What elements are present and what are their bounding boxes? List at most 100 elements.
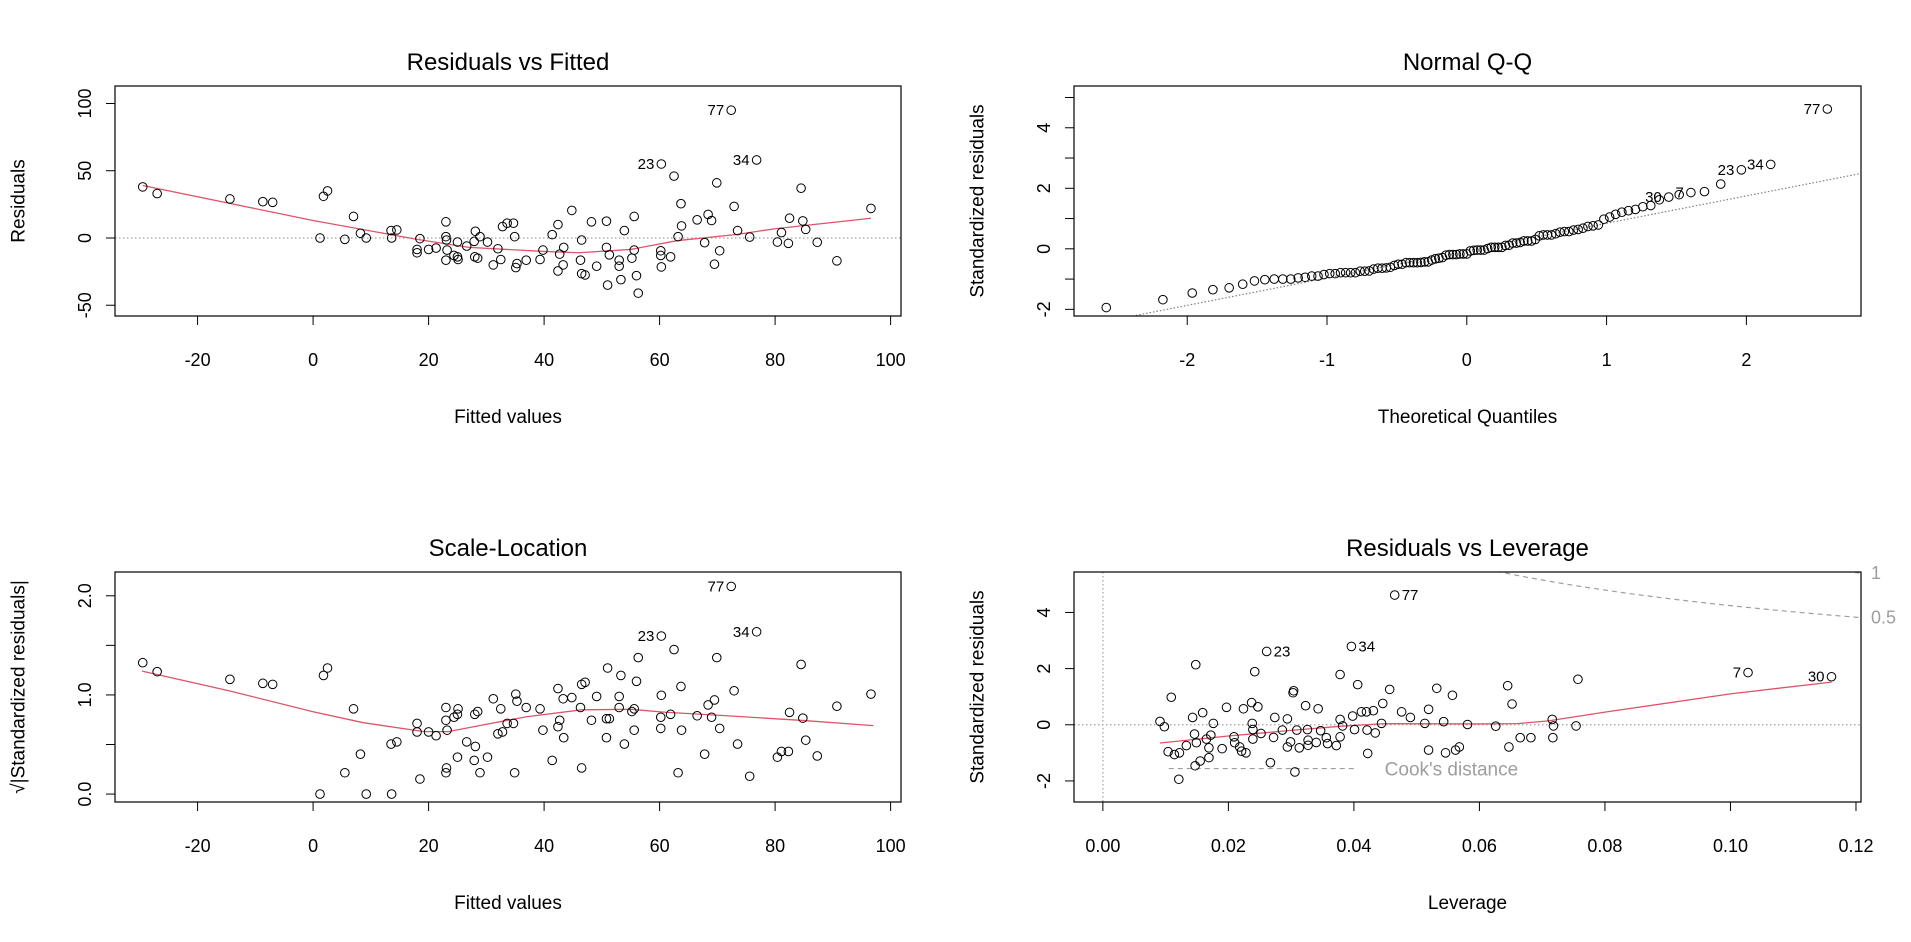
data-point — [1393, 259, 1404, 270]
data-point — [1241, 748, 1251, 758]
data-point — [386, 225, 396, 236]
data-point — [1493, 242, 1504, 253]
point-label: 23 — [1274, 643, 1291, 660]
data-point — [1337, 721, 1348, 731]
data-point — [1447, 690, 1458, 701]
data-point — [441, 767, 451, 778]
data-point — [472, 706, 483, 717]
data-point — [709, 259, 720, 270]
data-point — [502, 718, 512, 729]
data-point — [225, 194, 235, 204]
x-tick-label: 80 — [765, 350, 785, 370]
data-point — [1502, 680, 1513, 691]
data-point — [535, 254, 545, 265]
data-point — [1490, 721, 1501, 731]
data-point — [488, 693, 499, 704]
y-tick-label: 0 — [75, 233, 95, 243]
data-point — [1663, 192, 1674, 202]
data-point — [1736, 165, 1747, 175]
data-point — [1335, 267, 1346, 278]
data-point — [441, 702, 451, 713]
x-tick-label: 0.08 — [1587, 836, 1622, 856]
data-point — [586, 217, 597, 227]
data-point — [1158, 294, 1168, 305]
data-point — [1571, 721, 1581, 731]
point-label: 30 — [1645, 189, 1662, 206]
data-point — [633, 288, 644, 298]
data-point — [631, 270, 642, 281]
plot-frame — [114, 85, 902, 317]
data-point — [441, 255, 451, 265]
data-point — [322, 186, 333, 196]
chart-title: Residuals vs Leverage — [1346, 535, 1589, 562]
data-point — [1515, 732, 1526, 743]
data-point — [137, 657, 148, 668]
data-point — [1253, 701, 1263, 712]
data-point — [1155, 716, 1165, 727]
point-label: 34 — [733, 152, 750, 169]
data-point — [711, 178, 722, 188]
data-point — [732, 225, 743, 236]
data-point — [1306, 271, 1317, 281]
data-point — [616, 274, 626, 285]
data-point — [510, 262, 521, 273]
point-label: 77 — [1804, 101, 1821, 118]
data-point — [1278, 274, 1288, 284]
x-tick-label: 40 — [534, 836, 554, 856]
data-point — [1204, 742, 1214, 753]
x-tick-label: 0.12 — [1838, 836, 1873, 856]
data-point — [1277, 725, 1288, 735]
data-point — [772, 237, 783, 247]
data-point — [488, 260, 499, 270]
data-point — [1500, 240, 1511, 251]
data-point — [1261, 646, 1272, 657]
data-point — [1430, 254, 1441, 264]
data-point — [1291, 725, 1302, 735]
point-label: 7 — [1733, 665, 1741, 682]
data-point — [567, 205, 577, 216]
data-point — [340, 767, 350, 778]
data-point — [656, 262, 667, 272]
data-point — [576, 235, 587, 245]
point-label: 77 — [708, 578, 725, 595]
data-point — [1195, 756, 1205, 766]
data-point — [1330, 268, 1341, 279]
data-point — [1335, 732, 1345, 742]
data-point — [1546, 230, 1557, 240]
data-point — [665, 252, 676, 262]
data-point — [137, 182, 148, 192]
data-point — [415, 233, 425, 244]
data-point — [580, 270, 590, 280]
data-point — [656, 631, 667, 641]
data-point — [1610, 209, 1621, 220]
plot-frame — [1073, 85, 1862, 317]
data-point — [452, 752, 463, 762]
data-point — [1444, 249, 1455, 260]
x-tick-label: 80 — [765, 836, 785, 856]
data-point — [423, 727, 434, 737]
data-point — [1465, 246, 1476, 256]
data-point — [1248, 724, 1258, 735]
data-point — [1208, 284, 1218, 295]
data-point — [1389, 590, 1400, 600]
data-point — [558, 693, 568, 704]
data-point — [1423, 745, 1434, 755]
data-point — [866, 203, 876, 214]
data-point — [538, 725, 548, 735]
data-point — [669, 644, 679, 655]
x-tick-label: 0.04 — [1336, 836, 1371, 856]
data-point — [602, 663, 613, 673]
data-point — [1238, 703, 1249, 714]
data-point — [1189, 729, 1200, 739]
data-point — [1370, 728, 1381, 738]
point-label: 77 — [708, 102, 725, 119]
data-point — [1237, 279, 1248, 290]
data-point — [1174, 774, 1184, 785]
data-point — [355, 749, 366, 760]
data-point — [412, 727, 422, 737]
data-point — [631, 676, 642, 687]
cooks-distance-contour — [1497, 572, 1860, 619]
data-point — [1224, 283, 1234, 293]
data-point — [1573, 674, 1583, 685]
data-point — [699, 237, 710, 248]
